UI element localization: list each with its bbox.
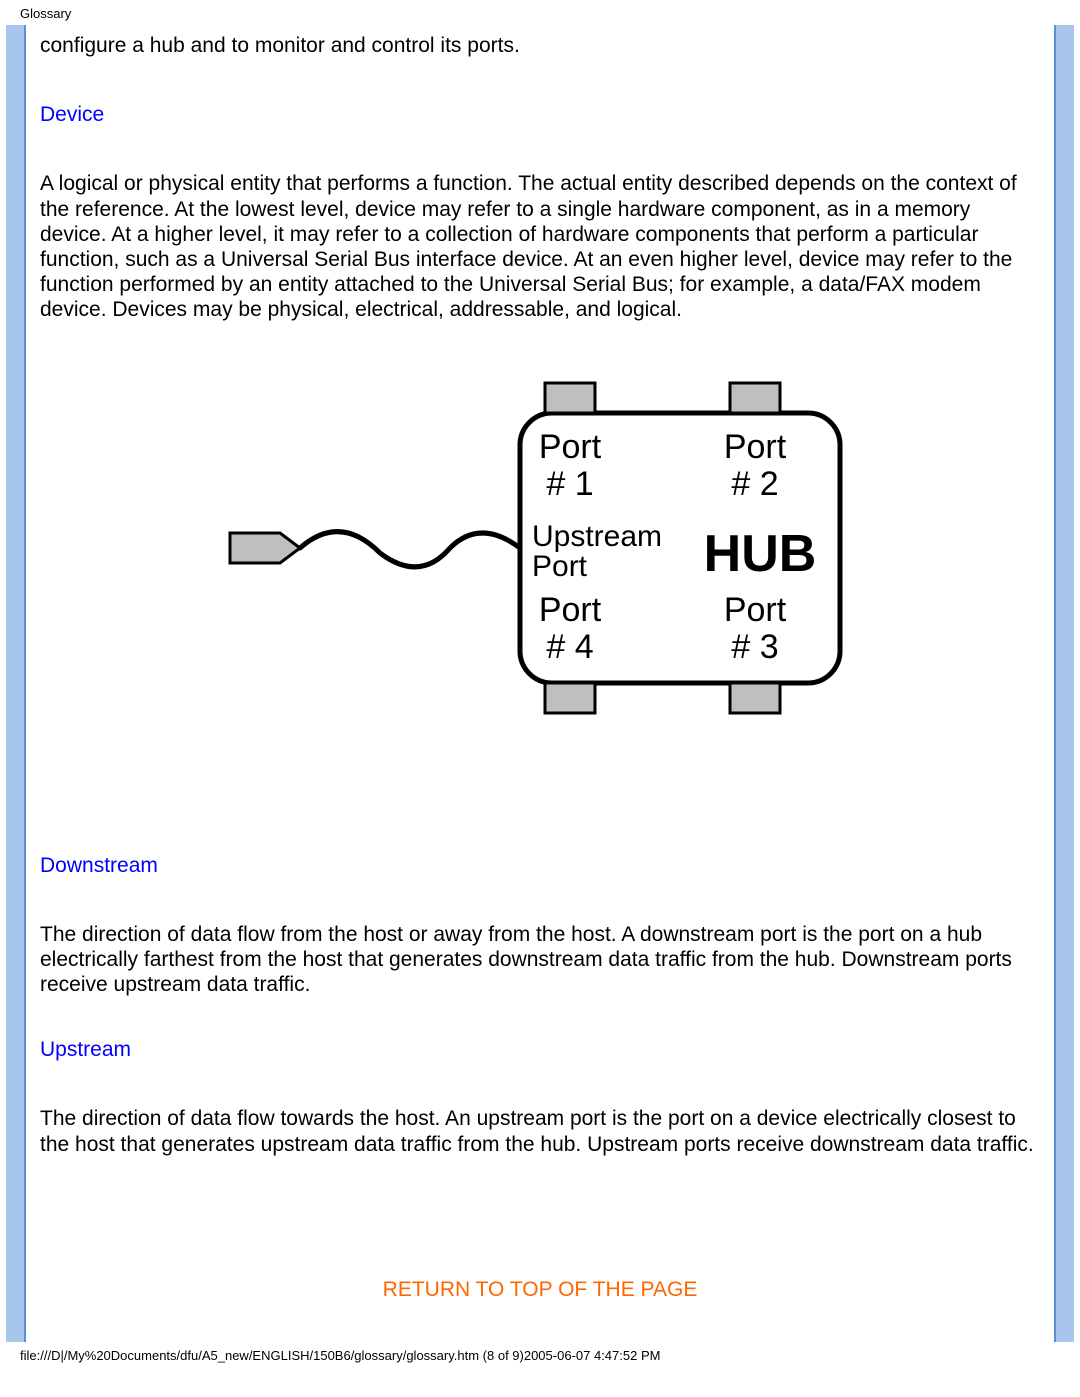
footer-path: file:///D|/My%20Documents/dfu/A5_new/ENG… (0, 1342, 1080, 1369)
term-heading-downstream[interactable]: Downstream (40, 853, 1040, 878)
term-heading-device[interactable]: Device (40, 102, 1040, 127)
svg-text:# 2: # 2 (731, 465, 778, 503)
intro-text: configure a hub and to monitor and contr… (40, 33, 1040, 58)
svg-text:# 3: # 3 (731, 628, 778, 666)
hub-diagram-svg: Port# 1Port# 2UpstreamPortHUBPort# 4Port… (220, 363, 860, 733)
svg-text:# 4: # 4 (546, 628, 593, 666)
hub-diagram: Port# 1Port# 2UpstreamPortHUBPort# 4Port… (40, 363, 1040, 733)
inner-border: configure a hub and to monitor and contr… (24, 25, 1056, 1342)
page-header: Glossary (0, 0, 1080, 25)
term-heading-upstream[interactable]: Upstream (40, 1037, 1040, 1062)
svg-text:Port: Port (539, 591, 602, 629)
svg-text:# 1: # 1 (546, 465, 593, 503)
svg-text:Port: Port (724, 591, 787, 629)
term-definition-device: A logical or physical entity that perfor… (40, 171, 1040, 322)
content-area: configure a hub and to monitor and contr… (26, 25, 1054, 1342)
svg-text:Port: Port (539, 428, 602, 466)
return-to-top-link[interactable]: RETURN TO TOP OF THE PAGE (40, 1277, 1040, 1302)
term-definition-upstream: The direction of data flow towards the h… (40, 1106, 1040, 1156)
svg-text:HUB: HUB (704, 525, 817, 583)
term-definition-downstream: The direction of data flow from the host… (40, 922, 1040, 998)
svg-text:Upstream: Upstream (532, 520, 662, 553)
outer-frame: configure a hub and to monitor and contr… (6, 25, 1074, 1342)
svg-text:Port: Port (724, 428, 787, 466)
svg-text:Port: Port (532, 550, 588, 583)
